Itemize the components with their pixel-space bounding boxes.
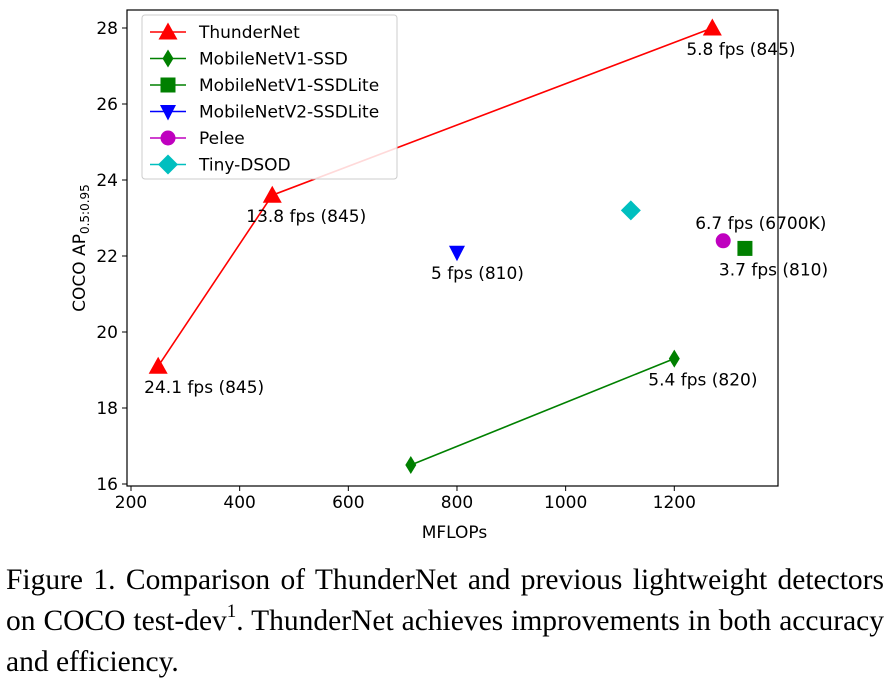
data-point-marker	[262, 185, 282, 203]
data-point-marker	[448, 245, 465, 262]
data-point-marker	[737, 240, 753, 256]
data-point-label: 24.1 fps (845)	[144, 378, 264, 398]
data-point-marker	[620, 200, 641, 221]
legend: ThunderNet MobileNetV1-SSD MobileNetV1-SSD…	[141, 14, 398, 180]
data-point-marker	[405, 456, 417, 474]
y-tick-label: 22	[96, 247, 118, 267]
x-tick-label: 200	[115, 493, 147, 513]
y-axis-label: COCO AP0.5:0.95	[70, 184, 92, 312]
legend-marker	[158, 22, 178, 40]
x-tick-label: 1200	[653, 493, 696, 513]
data-point-label: 6.7 fps (6700K)	[695, 214, 826, 234]
y-tick-label: 26	[96, 95, 118, 115]
data-point-marker	[148, 356, 168, 374]
data-point-marker	[715, 233, 731, 249]
y-tick-label: 24	[96, 171, 118, 191]
data-point-label: 13.8 fps (845)	[246, 207, 366, 227]
y-tick-label: 18	[96, 399, 118, 419]
legend-label: Tiny-DSOD	[198, 156, 291, 176]
legend-marker	[160, 130, 176, 146]
legend-label: MobileNetV2-SSDLite	[199, 103, 379, 123]
x-axis-label: MFLOPs	[422, 523, 488, 543]
data-point-label: 5 fps (810)	[431, 264, 524, 284]
data-point-label: 5.4 fps (820)	[648, 371, 757, 391]
legend-marker	[158, 154, 178, 175]
y-tick-label: 28	[96, 19, 118, 39]
caption-text: Figure 1. Comparison of ThunderNet and p…	[6, 564, 884, 637]
plot-frame	[126, 9, 779, 487]
figure-caption: Figure 1. Comparison of ThunderNet and p…	[6, 560, 884, 683]
legend-label: ThunderNet	[198, 23, 300, 43]
x-tick-label: 1000	[544, 493, 587, 513]
y-axis-label-main: COCO AP	[70, 234, 90, 312]
data-markers	[148, 18, 753, 474]
data-point-marker	[702, 18, 722, 36]
caption-footnote-mark: 1	[226, 601, 237, 623]
series-line	[410, 357, 675, 466]
y-axis-label-subscript: 0.5:0.95	[78, 184, 92, 234]
data-point-marker	[668, 349, 680, 368]
y-tick-label: 20	[96, 323, 118, 343]
x-tick-label: 800	[441, 493, 473, 513]
legend-marker	[162, 49, 174, 68]
legend-marker	[160, 77, 176, 93]
x-tick-label: 400	[223, 493, 255, 513]
legend-label: Pelee	[199, 129, 245, 149]
legend-label: MobileNetV1-SSDLite	[199, 76, 379, 96]
chart: 200 400 600 800 1000 1200 16 18 20 22 24 26 28 24.1 …	[70, 9, 828, 543]
caption-text-end: . ThunderNet achieves improvements in bo…	[6, 605, 885, 678]
data-point-label: 3.7 fps (810)	[719, 260, 828, 280]
legend-marker	[160, 105, 176, 121]
point-labels: 24.1 fps (845) 13.8 fps (845) 5.8 fps (845…	[144, 40, 828, 398]
axes: 200 400 600 800 1000 1200 16 18 20 22 24 26 28	[96, 9, 779, 513]
legend-box	[141, 14, 398, 180]
data-point-label: 5.8 fps (845)	[686, 40, 795, 60]
y-tick-label: 16	[96, 475, 118, 495]
x-tick-label: 600	[332, 493, 364, 513]
legend-label: MobileNetV1-SSD	[199, 50, 348, 70]
